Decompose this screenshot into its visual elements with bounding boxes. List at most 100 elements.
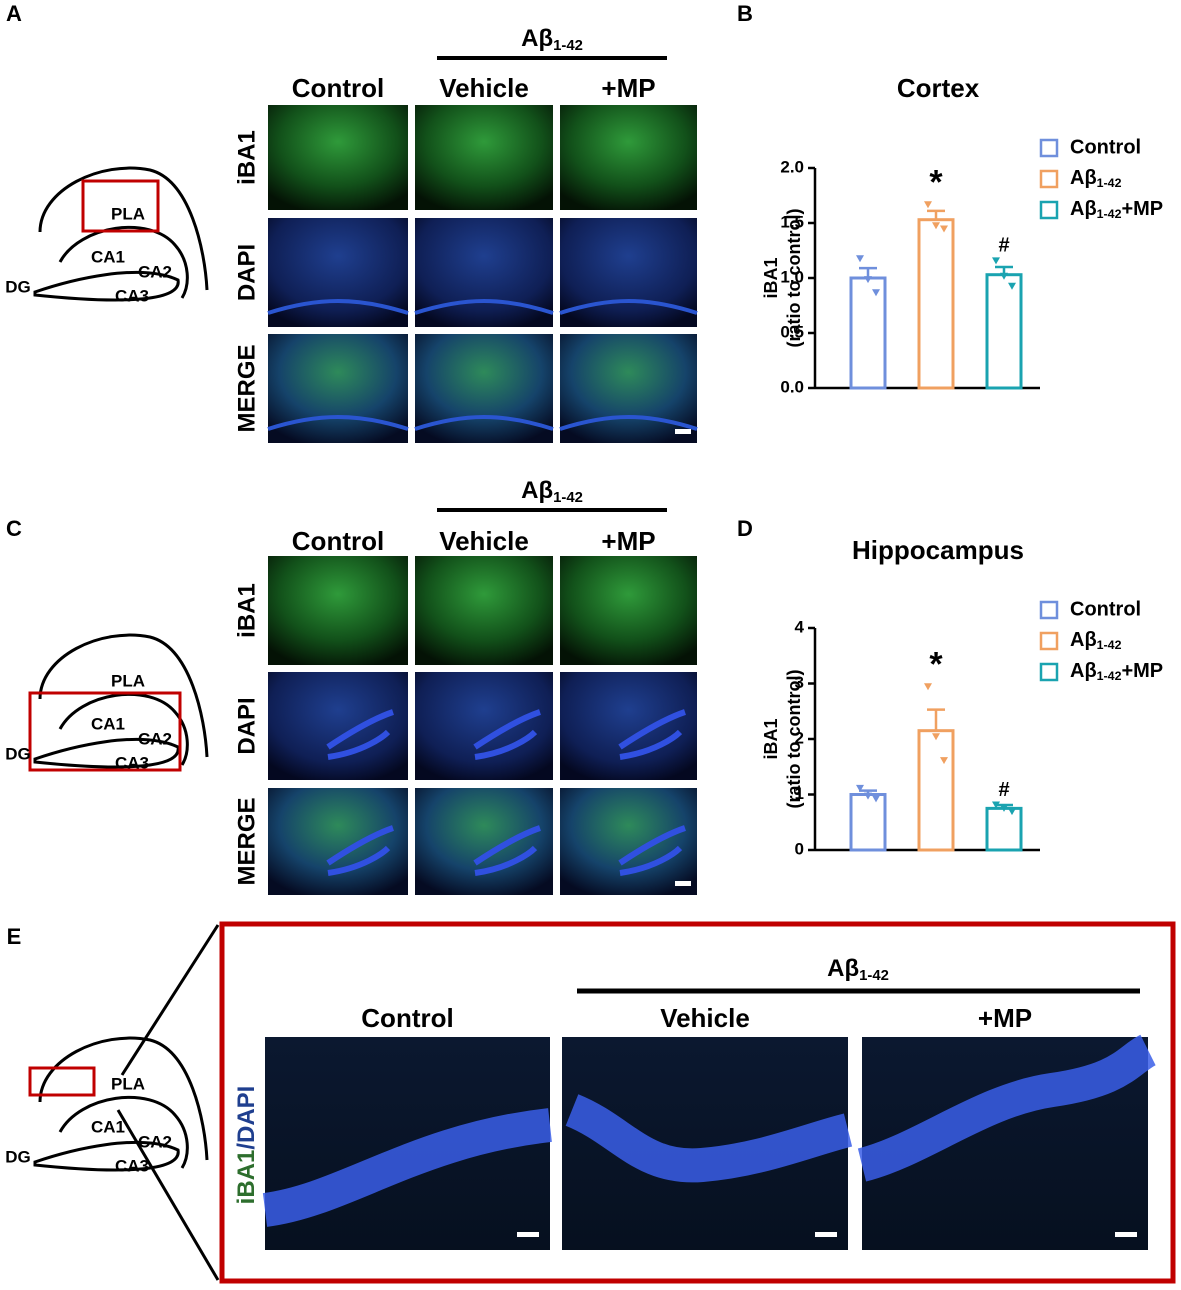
zoom-line xyxy=(116,1109,220,1281)
data-point xyxy=(932,733,940,741)
data-point xyxy=(992,257,1000,265)
ventricle xyxy=(267,299,409,315)
region-box xyxy=(28,1066,96,1097)
data-point xyxy=(924,683,932,691)
y-tick-label: 1.5 xyxy=(780,212,804,231)
row-label-part: /DAPI xyxy=(233,1086,260,1150)
data-point xyxy=(1008,282,1016,290)
micrograph xyxy=(560,672,697,780)
row-label: iBA1/DAPI xyxy=(233,1086,260,1205)
dg-layer xyxy=(262,1108,552,1227)
y-tick-label: 3 xyxy=(795,673,804,692)
ventricle xyxy=(414,415,554,431)
column-header: Control xyxy=(292,73,384,103)
micrograph xyxy=(560,334,697,443)
column-header: +MP xyxy=(601,73,655,103)
chart-title: Cortex xyxy=(897,73,980,103)
y-tick-label: 0.0 xyxy=(780,377,804,396)
scale-bar xyxy=(1115,1232,1137,1237)
annotation: * xyxy=(929,645,943,683)
bar xyxy=(917,729,955,852)
micrograph xyxy=(415,788,553,895)
legend-label: Aβ1-42+MP xyxy=(1070,198,1163,221)
y-tick-label: 0.5 xyxy=(780,322,804,341)
y-axis-label: iBA1 xyxy=(761,718,781,759)
bar xyxy=(849,793,887,852)
scale-bar xyxy=(675,881,691,886)
schematic-label: CA1 xyxy=(91,247,125,266)
legend-label: Aβ1-42+MP xyxy=(1070,660,1163,683)
group-label: Aβ1-42 xyxy=(521,477,583,506)
schematic-label: CA3 xyxy=(115,286,149,305)
column-header: Control xyxy=(292,526,384,556)
error-bar xyxy=(927,209,945,220)
data-point xyxy=(1000,804,1008,812)
micrograph xyxy=(268,672,408,780)
schematic-shape xyxy=(33,1036,209,1172)
data-point xyxy=(940,225,948,233)
legend-swatch xyxy=(1039,200,1059,220)
scale-bar xyxy=(815,1232,837,1237)
schematic-label: CA3 xyxy=(115,753,149,772)
row-label: MERGE xyxy=(233,344,260,432)
schematic-label: CA2 xyxy=(138,729,172,748)
panel-label: D xyxy=(737,516,753,541)
legend-label: Control xyxy=(1070,136,1141,158)
row-label: iBA1 xyxy=(233,583,260,638)
group-label: Aβ1-42 xyxy=(827,955,889,984)
micrograph xyxy=(560,556,697,665)
data-point xyxy=(856,255,864,263)
schematic-label: CA1 xyxy=(91,714,125,733)
schematic-label: DG xyxy=(5,277,31,296)
y-axis-label: iBA1 xyxy=(761,257,781,298)
data-point xyxy=(1008,808,1016,816)
data-point xyxy=(872,795,880,803)
schematic-shape xyxy=(33,633,209,769)
dg-layer xyxy=(473,825,541,876)
legend-swatch xyxy=(1039,138,1059,158)
micrograph xyxy=(560,218,697,327)
annotation: # xyxy=(998,779,1009,801)
micrograph xyxy=(415,334,553,443)
row-label: MERGE xyxy=(233,797,260,885)
column-header: Control xyxy=(361,1003,453,1033)
row-label: iBA1 xyxy=(233,130,260,185)
data-point xyxy=(872,289,880,297)
bar xyxy=(849,276,887,390)
schematic-label: DG xyxy=(5,744,31,763)
y-tick-label: 2 xyxy=(795,728,804,747)
schematic-label: PLA xyxy=(111,671,145,690)
region-box xyxy=(81,179,160,233)
micrograph xyxy=(268,218,408,327)
data-point xyxy=(864,792,872,800)
zoom-frame xyxy=(219,921,1176,1284)
legend-label: Control xyxy=(1070,598,1141,620)
y-tick-label: 4 xyxy=(795,617,805,636)
column-header: Vehicle xyxy=(660,1003,750,1033)
annotation: * xyxy=(929,163,943,201)
dg-layer xyxy=(565,1094,853,1183)
region-box xyxy=(28,691,182,772)
error-bar xyxy=(927,708,945,731)
legend-label: Aβ1-42 xyxy=(1070,629,1122,652)
data-point xyxy=(932,222,940,230)
dg-layer xyxy=(618,709,686,760)
schematic-label: PLA xyxy=(111,1074,145,1093)
row-label-part: iBA1 xyxy=(233,1150,260,1205)
panel-label: C xyxy=(6,516,22,541)
data-point xyxy=(940,757,948,765)
schematic-label: DG xyxy=(5,1147,31,1166)
ventricle xyxy=(559,299,698,315)
zoom-line xyxy=(120,924,220,1076)
micrograph xyxy=(560,105,697,210)
micrograph xyxy=(415,105,553,210)
data-point xyxy=(856,784,864,792)
micrograph xyxy=(415,218,553,327)
data-point xyxy=(1000,272,1008,280)
scale-bar xyxy=(675,429,691,434)
y-axis-label: (ratio to control) xyxy=(784,670,804,809)
bar xyxy=(985,273,1023,390)
schematic-label: CA3 xyxy=(115,1156,149,1175)
y-tick-label: 1.0 xyxy=(780,267,804,286)
column-header: Vehicle xyxy=(439,73,529,103)
